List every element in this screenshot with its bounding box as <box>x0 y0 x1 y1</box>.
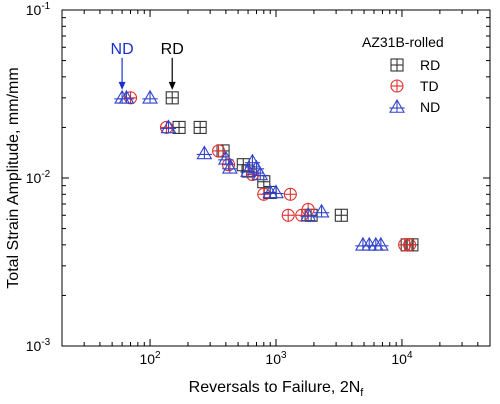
data-point-nd <box>372 236 389 251</box>
legend-label-nd: ND <box>420 99 440 115</box>
y-tick-label: 10-3 <box>26 337 51 354</box>
data-point-nd <box>142 89 158 104</box>
annotations: ND RD <box>111 41 184 90</box>
annotation-label-rd: RD <box>161 41 184 58</box>
annotation-label-nd: ND <box>111 41 134 58</box>
y-tick-label: 10-2 <box>26 169 51 186</box>
data-point-nd <box>221 159 238 174</box>
data-point-nd <box>217 150 234 165</box>
data-point-rd <box>334 208 348 222</box>
x-tick-label: 102 <box>139 350 161 367</box>
legend-marker-rd <box>390 58 404 72</box>
data-point-nd <box>244 153 261 168</box>
legend: AZ31B-rolled RD TD ND <box>362 34 444 115</box>
data-point-rd <box>193 120 207 134</box>
data-point-nd <box>252 166 269 181</box>
data-point-nd <box>268 184 284 199</box>
data-point-td <box>403 238 417 252</box>
annotation-arrowhead-rd <box>168 81 176 90</box>
legend-marker-nd <box>389 98 405 113</box>
data-point-td <box>212 144 226 158</box>
data-points <box>114 89 419 252</box>
data-point-td <box>281 208 295 222</box>
data-point-nd <box>160 119 177 134</box>
y-axis-title: Total Strain Amplitude, mm/mm <box>5 67 22 288</box>
x-axis-title: Reversals to Failure, 2Nf <box>189 379 365 399</box>
y-tick-label: 10-1 <box>26 1 51 18</box>
legend-title: AZ31B-rolled <box>362 34 444 50</box>
annotation-arrowhead-nd <box>118 81 126 90</box>
x-tick-label: 103 <box>265 350 287 367</box>
legend-label-rd: RD <box>420 57 440 73</box>
data-point-rd <box>165 91 179 105</box>
x-tick-label: 104 <box>391 350 413 367</box>
data-point-nd <box>300 207 317 222</box>
axis-ticks: 102 103 104 10-3 10-2 10-1 <box>26 1 491 367</box>
data-point-nd <box>313 203 330 218</box>
legend-label-td: TD <box>420 78 439 94</box>
legend-marker-td <box>390 79 404 93</box>
data-point-td <box>283 187 297 201</box>
data-point-nd <box>118 89 135 104</box>
data-point-nd <box>196 145 213 160</box>
